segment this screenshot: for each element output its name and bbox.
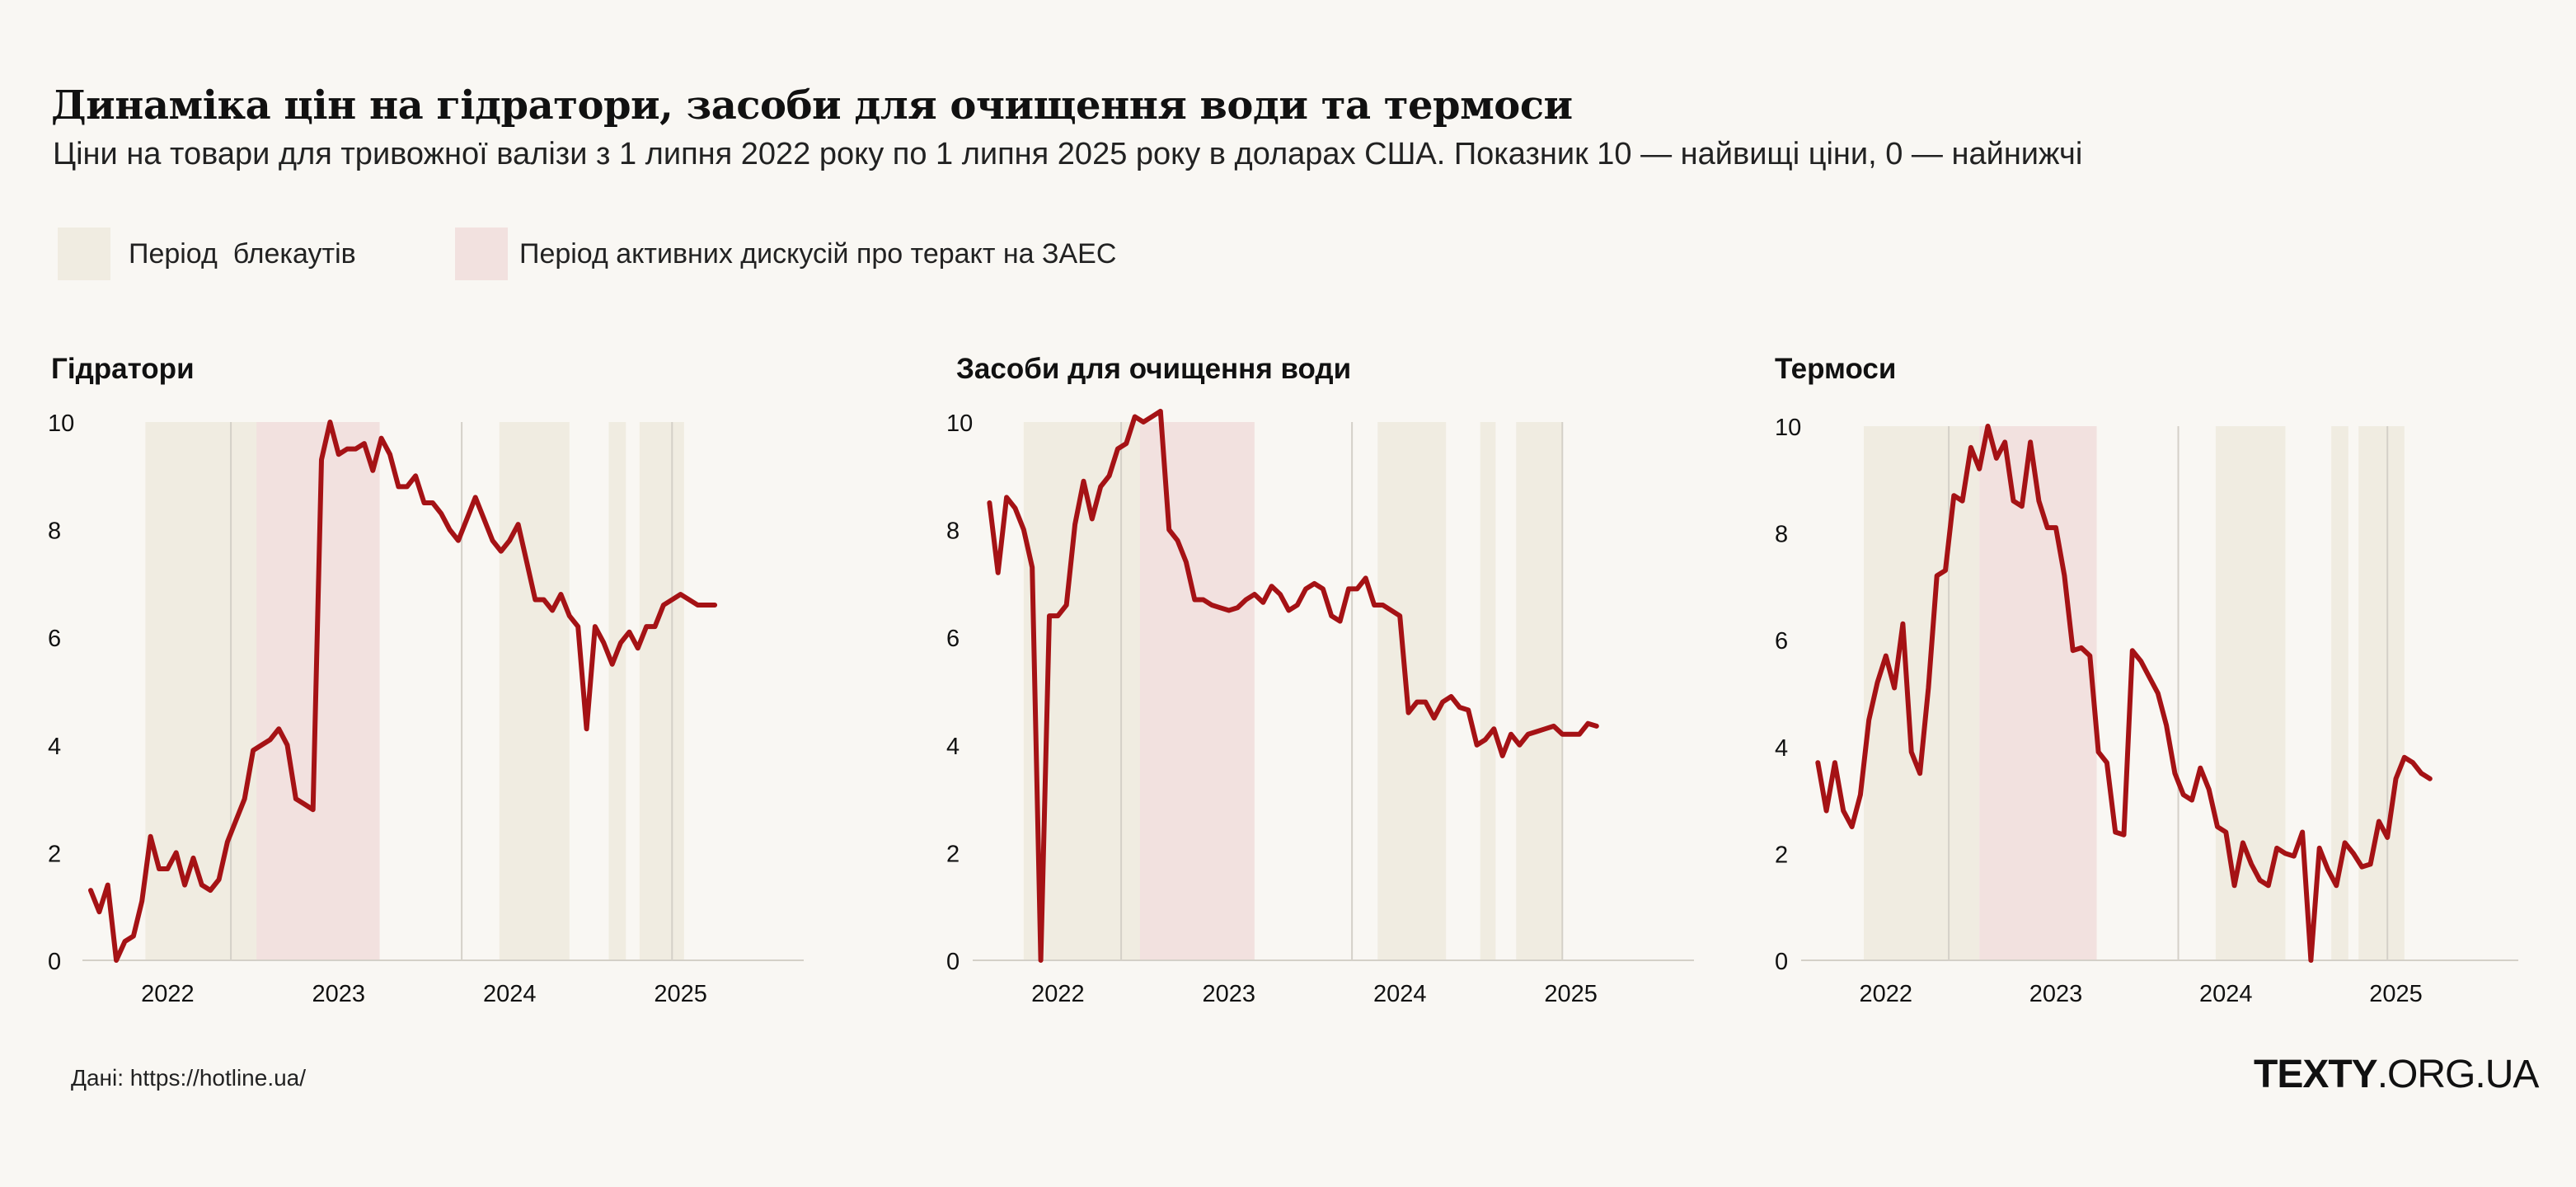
water-ytick-2: 2 (946, 841, 960, 867)
thermos-price-line (1815, 424, 2433, 963)
water-xtick-2024: 2024 (1373, 981, 1427, 1007)
water-zaes-band-0 (1139, 422, 1255, 960)
hydrators-ytick-4: 4 (48, 734, 61, 760)
thermos-ytick-4: 4 (1775, 735, 1788, 762)
water-xtick-2025: 2025 (1544, 981, 1598, 1007)
hydrators-xtick-2023: 2023 (312, 981, 366, 1007)
water-blackout-band-3 (1480, 422, 1496, 960)
thermos-xtick-2023: 2023 (2029, 981, 2083, 1007)
thermos-ytick-10: 10 (1775, 415, 1801, 441)
legend-swatch-zaes (455, 228, 508, 280)
water-blackout-band-1 (1121, 422, 1144, 960)
thermos-blackout-band-4 (2358, 426, 2405, 960)
water-price-line (987, 408, 1599, 963)
water-ytick-4: 4 (946, 734, 960, 760)
thermos-xtick-2022: 2022 (1860, 981, 1913, 1007)
hydrators-ytick-2: 2 (48, 841, 61, 867)
water-ytick-0: 0 (946, 949, 960, 975)
water-ytick-8: 8 (946, 518, 960, 545)
logo-rest: .ORG.UA (2377, 1053, 2540, 1096)
thermos-ytick-6: 6 (1775, 628, 1788, 654)
thermos-blackout-band-2 (2215, 426, 2286, 960)
legend-item-blackout: Період блекаутів (58, 228, 356, 280)
thermos-ytick-2: 2 (1775, 842, 1788, 868)
water-ytick-6: 6 (946, 626, 960, 652)
thermos-xtick-2025: 2025 (2369, 981, 2423, 1007)
water-ytick-10: 10 (946, 411, 973, 437)
hydrators-blackout-band-3 (608, 422, 626, 960)
thermos-ytick-0: 0 (1775, 949, 1788, 975)
chart-subtitle: Ціни на товари для тривожної валізи з 1 … (53, 137, 2083, 171)
legend-item-zaes: Період активних дискусій про теракт на З… (455, 228, 1116, 280)
legend-label-blackout: Період блекаутів (129, 237, 356, 270)
panel-title-hydrators: Гідратори (51, 353, 195, 385)
thermos-blackout-band-3 (2331, 426, 2348, 960)
hydrators-blackout-band-2 (499, 422, 570, 960)
logo-bold: TEXTY (2254, 1053, 2378, 1096)
texty-logo: TEXTY.ORG.UA (2254, 1052, 2540, 1097)
hydrators-xtick-2024: 2024 (483, 981, 537, 1007)
water-blackout-band-4 (1516, 422, 1563, 960)
legend-label-zaes: Період активних дискусій про теракт на З… (519, 237, 1117, 270)
chart-title: Динаміка цін на гідратори, засоби для оч… (51, 82, 1573, 129)
hydrators-price-line (88, 420, 718, 963)
panel-title-thermoses: Термоси (1775, 353, 1897, 385)
water-xtick-2022: 2022 (1031, 981, 1085, 1007)
hydrators-ytick-6: 6 (48, 626, 61, 652)
water-blackout-band-2 (1377, 422, 1447, 960)
hydrators-xtick-2025: 2025 (654, 981, 707, 1007)
hydrators-ytick-10: 10 (48, 411, 74, 437)
hydrators-xtick-2022: 2022 (141, 981, 195, 1007)
thermos-ytick-8: 8 (1775, 522, 1788, 548)
thermos-zaes-band-0 (1979, 426, 2097, 960)
hydrators-ytick-0: 0 (48, 949, 61, 975)
hydrators-blackout-band-4 (639, 422, 684, 960)
source-note: Дані: https://hotline.ua/ (71, 1065, 307, 1091)
water-xtick-2023: 2023 (1203, 981, 1256, 1007)
panel-title-water-purification: Засоби для очищення води (956, 353, 1352, 385)
hydrators-ytick-8: 8 (48, 518, 61, 545)
legend-swatch-blackout (58, 228, 110, 280)
thermos-xtick-2024: 2024 (2199, 981, 2253, 1007)
